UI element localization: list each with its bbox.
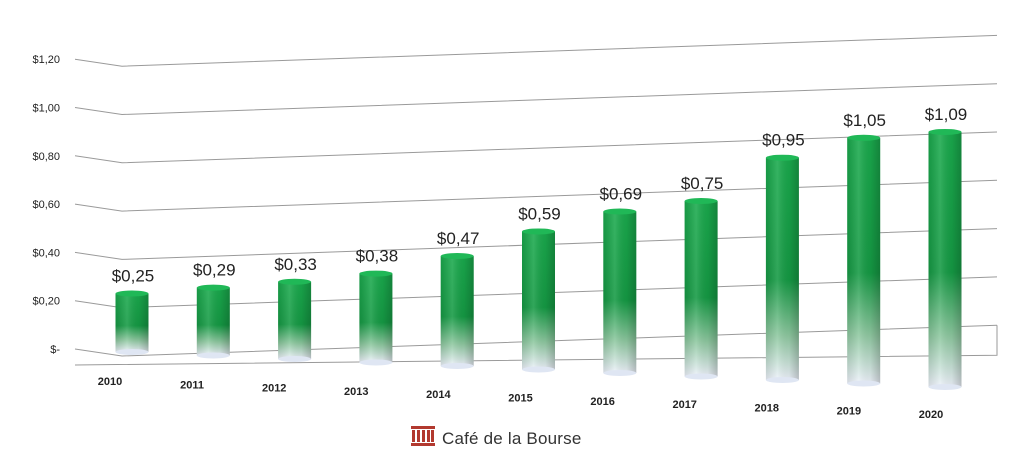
bar xyxy=(928,128,962,390)
brand-name: Café de la Bourse xyxy=(442,428,582,448)
bar xyxy=(196,284,230,359)
y-tick-label: $1,00 xyxy=(32,103,60,115)
data-label: $0,95 xyxy=(762,131,805,150)
bars xyxy=(115,128,962,390)
bar xyxy=(847,134,881,387)
data-label: $0,38 xyxy=(356,247,399,266)
bar xyxy=(684,198,718,380)
cafe-de-la-bourse-logo-icon xyxy=(410,425,436,452)
data-labels: $0,25 $0,29 $0,33 $0,38 $0,47 $0,59 $0,69 $0,75… xyxy=(112,105,968,286)
y-tick-label: $0,20 xyxy=(32,296,60,308)
x-tick-label: 2017 xyxy=(672,399,696,411)
y-tick-label: $0,40 xyxy=(32,247,60,259)
bar xyxy=(115,290,149,355)
x-tick-label: 2013 xyxy=(344,386,368,398)
gridline xyxy=(74,83,998,116)
y-tick-label: $0,80 xyxy=(32,151,60,163)
gridline xyxy=(74,34,998,67)
bar xyxy=(440,253,474,369)
x-tick-label: 2020 xyxy=(919,409,943,421)
bar xyxy=(522,228,555,373)
data-label: $0,75 xyxy=(681,174,724,193)
x-tick-label: 2019 xyxy=(837,406,861,418)
brand-logo: Café de la Bourse xyxy=(410,425,581,452)
data-label: $0,25 xyxy=(112,267,155,286)
data-label: $1,05 xyxy=(843,111,886,130)
y-axis-ticks: $- $0,20 $0,40 $0,60 $0,80 $1,00 $1,20 xyxy=(32,54,60,356)
x-tick-label: 2018 xyxy=(755,402,779,414)
y-tick-label: $0,60 xyxy=(32,199,60,211)
y-tick-label: $1,20 xyxy=(32,54,60,66)
data-label: $0,29 xyxy=(193,261,236,280)
data-label: $0,69 xyxy=(600,185,643,204)
x-tick-label: 2014 xyxy=(426,389,451,401)
x-tick-label: 2012 xyxy=(262,383,286,395)
x-tick-label: 2016 xyxy=(590,396,614,408)
bar xyxy=(278,278,312,362)
x-axis-ticks: 2010 2011 2012 2013 2014 2015 2016 2017 2018 2019… xyxy=(98,376,943,421)
data-label: $0,59 xyxy=(518,204,561,223)
y-tick-label: $- xyxy=(50,344,60,356)
data-label: $1,09 xyxy=(925,105,968,124)
bar xyxy=(603,208,637,376)
gridline xyxy=(74,131,998,164)
gridlines xyxy=(74,34,998,366)
bar xyxy=(765,154,799,383)
x-tick-label: 2010 xyxy=(98,376,122,388)
x-tick-label: 2011 xyxy=(180,379,204,391)
bar xyxy=(359,270,393,366)
x-tick-label: 2015 xyxy=(508,393,532,405)
data-label: $0,33 xyxy=(274,255,317,274)
gridline xyxy=(74,179,998,212)
data-label: $0,47 xyxy=(437,229,480,248)
